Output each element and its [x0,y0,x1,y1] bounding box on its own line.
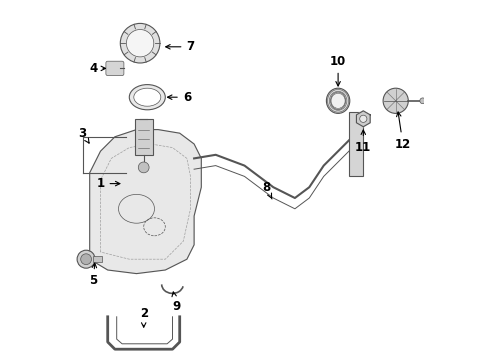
FancyBboxPatch shape [106,61,123,76]
Text: 6: 6 [167,91,191,104]
Text: 5: 5 [89,263,97,287]
Bar [93,256,102,262]
Text: 1: 1 [96,177,120,190]
Circle shape [120,23,160,63]
Text: 3: 3 [78,127,89,143]
Bar [348,112,363,176]
Text: 4: 4 [89,62,105,75]
Text: 12: 12 [394,112,410,150]
Text: 10: 10 [329,55,346,86]
Text: 7: 7 [165,40,194,53]
Circle shape [126,30,153,57]
Text: 2: 2 [140,307,147,327]
Circle shape [138,162,149,173]
Ellipse shape [330,92,345,109]
Circle shape [81,254,91,265]
Text: 11: 11 [354,130,371,154]
Circle shape [77,250,95,268]
Circle shape [419,98,425,104]
Ellipse shape [325,88,349,113]
Polygon shape [89,130,201,274]
Ellipse shape [129,85,165,110]
Circle shape [382,88,407,113]
Circle shape [359,115,366,122]
Ellipse shape [134,88,161,106]
Bar [134,119,152,155]
Text: 8: 8 [262,181,271,199]
Polygon shape [356,111,369,127]
Text: 9: 9 [172,292,180,312]
